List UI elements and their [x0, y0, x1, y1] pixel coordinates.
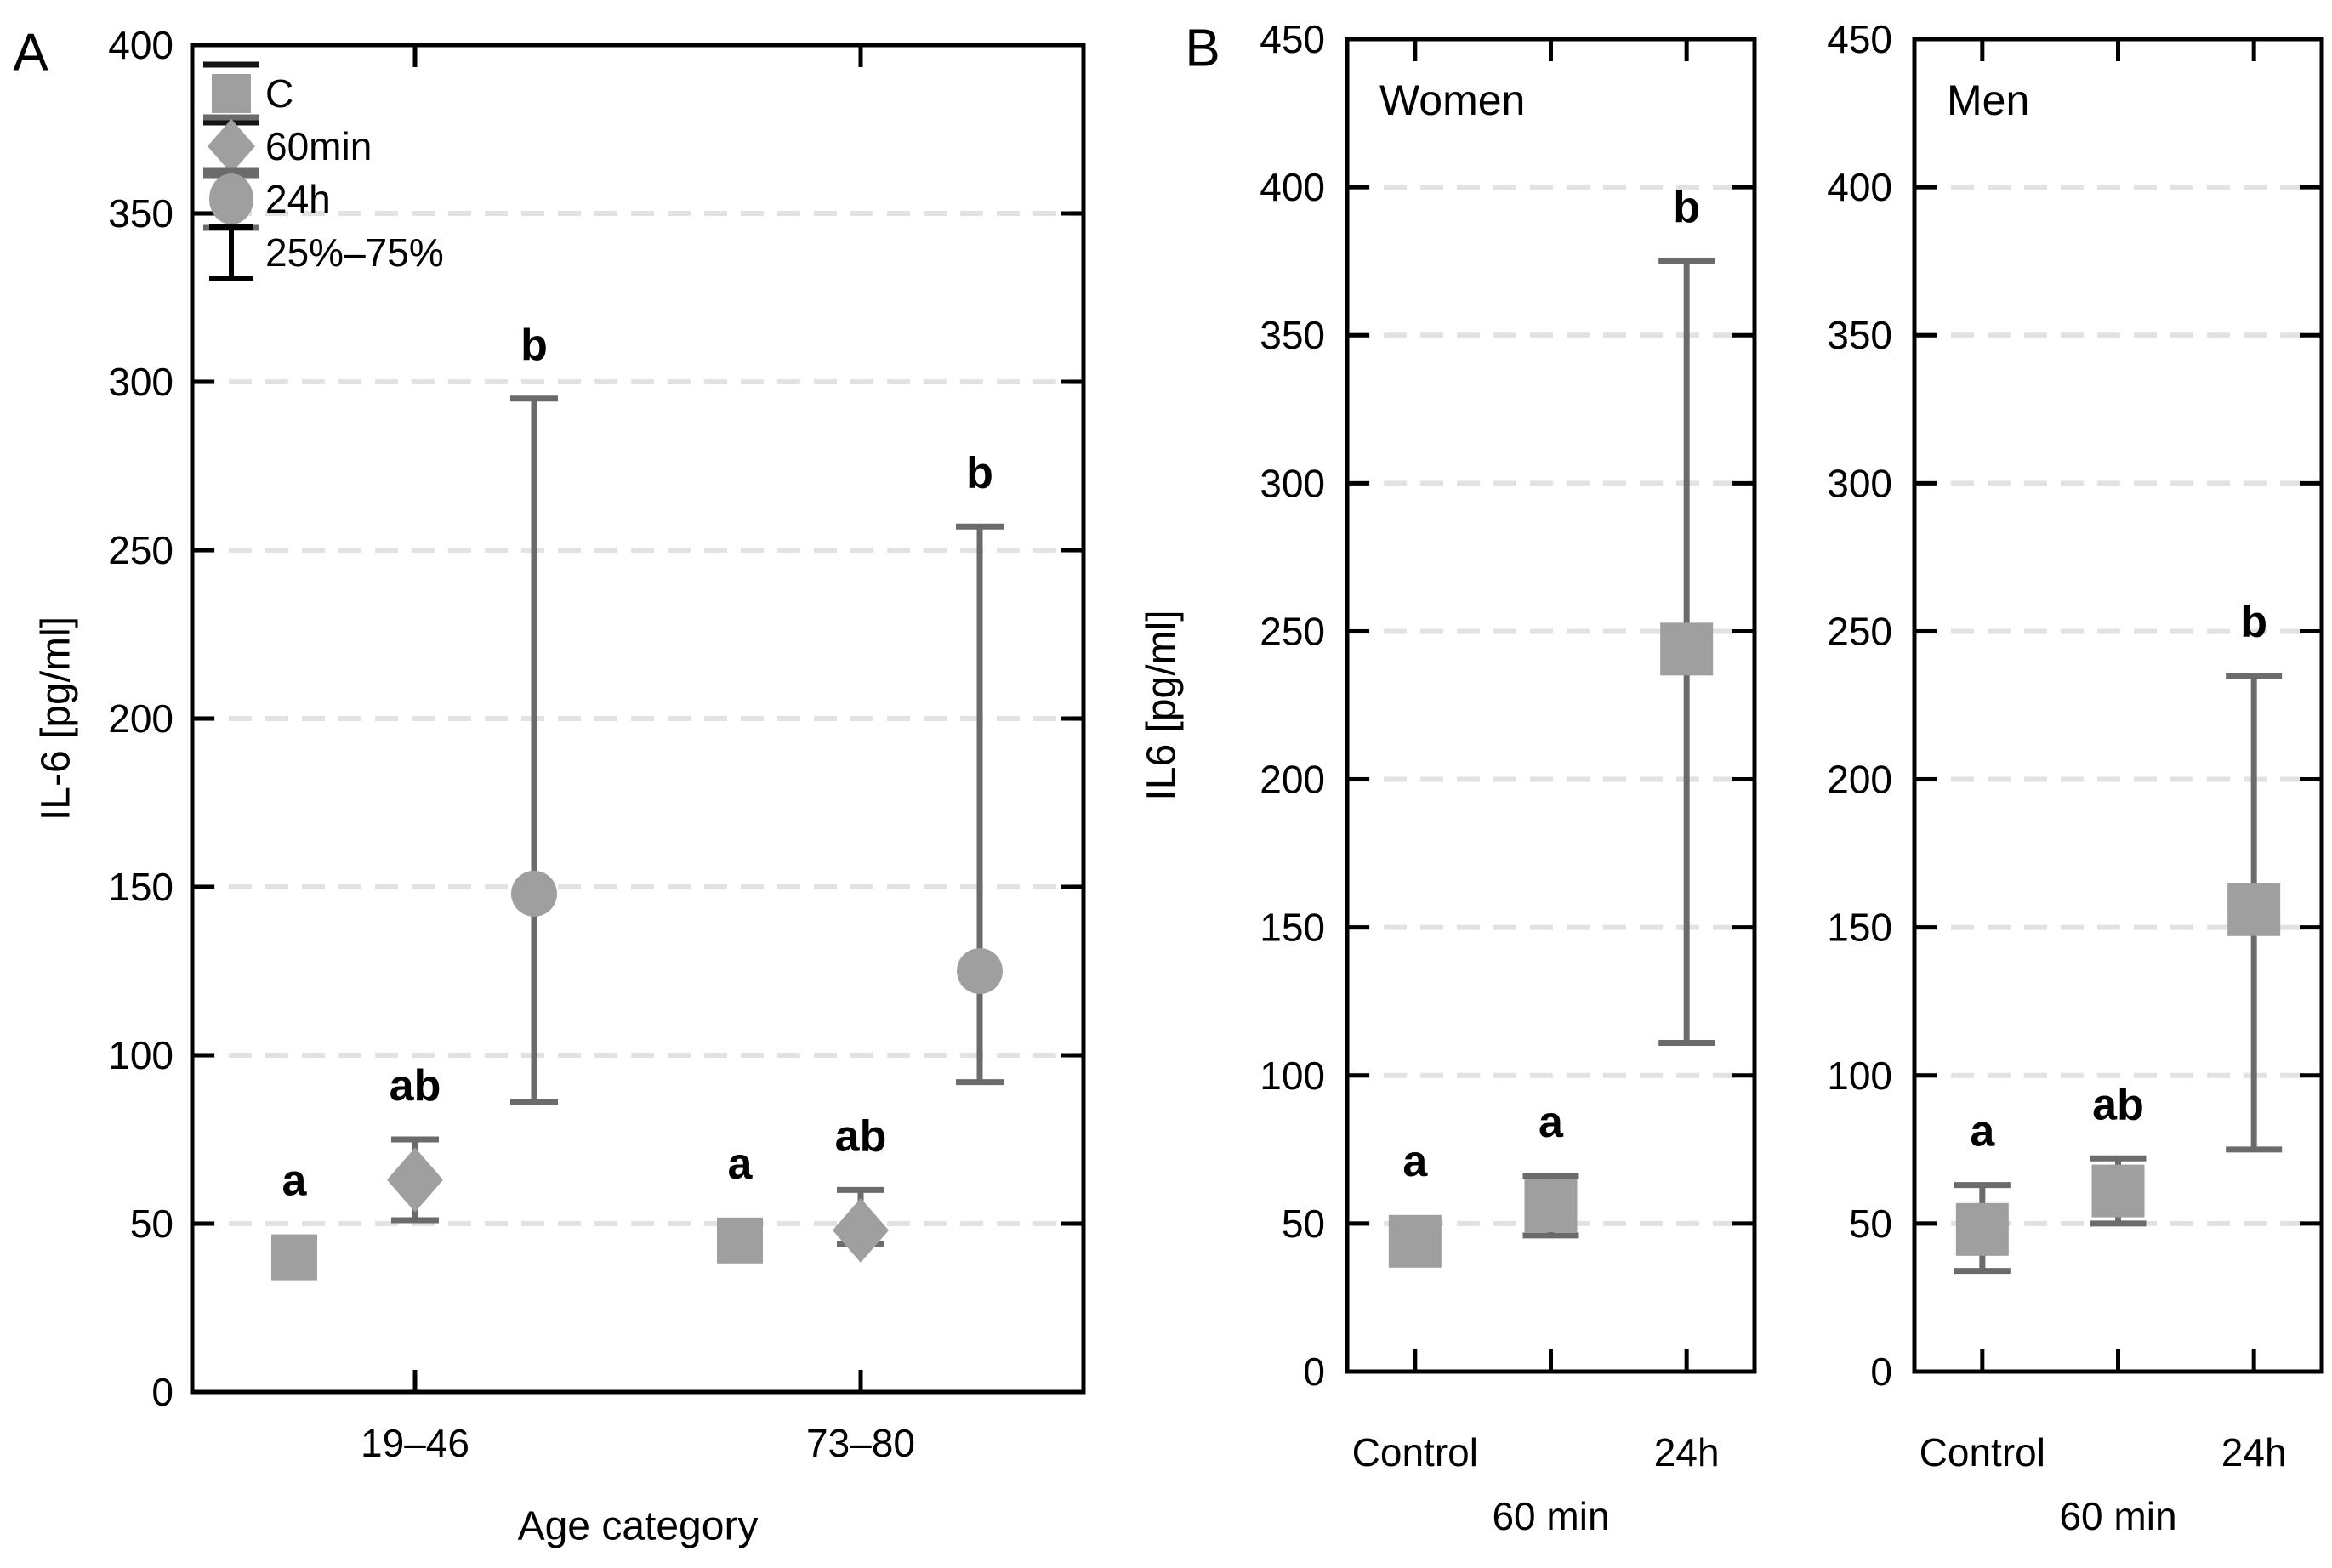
x-tick-label: 60 min: [1492, 1494, 1609, 1538]
marker-square: [1388, 1214, 1442, 1268]
marker-square: [1524, 1179, 1578, 1232]
x-axis-title: Age category: [518, 1504, 759, 1549]
y-tick-label: 50: [1849, 1202, 1892, 1246]
y-tick-label: 150: [1260, 906, 1325, 950]
y-tick-label: 350: [108, 191, 173, 236]
significance-label: ab: [390, 1061, 441, 1111]
significance-label: ab: [835, 1111, 887, 1161]
y-tick-label: 300: [1260, 461, 1325, 505]
y-tick-label: 300: [1827, 461, 1892, 505]
marker-square: [2091, 1164, 2145, 1218]
marker-square: [1660, 622, 1714, 676]
marker-square: [271, 1234, 317, 1281]
legend-marker-diamond: [208, 119, 255, 173]
y-tick-label: 100: [1260, 1054, 1325, 1098]
y-axis-title-b: IL6 [pg/ml]: [1140, 610, 1185, 800]
x-tick-label: 24h: [1654, 1430, 1720, 1474]
y-tick-label: 0: [151, 1370, 173, 1414]
marker-diamond: [833, 1197, 889, 1263]
y-tick-label: 50: [1282, 1202, 1325, 1246]
y-tick-label: 50: [130, 1202, 173, 1246]
legend-label: 24h: [265, 177, 331, 221]
legend-label: C: [265, 71, 293, 116]
y-tick-label: 150: [108, 865, 173, 909]
y-tick-label: 400: [1827, 165, 1892, 209]
subplot-title: Men: [1947, 77, 2029, 124]
y-tick-label: 300: [108, 360, 173, 404]
y-tick-label: 250: [1260, 609, 1325, 653]
x-tick-label: 60 min: [2059, 1494, 2176, 1538]
y-tick-label: 200: [1260, 758, 1325, 802]
y-tick-label: 400: [1260, 165, 1325, 209]
panel-letter-a: A: [13, 24, 48, 82]
significance-label: a: [728, 1139, 754, 1189]
y-tick-label: 450: [1260, 17, 1325, 61]
significance-label: b: [520, 321, 548, 370]
y-tick-label: 0: [1303, 1349, 1325, 1394]
significance-label: a: [282, 1156, 308, 1206]
x-tick-label: 19–46: [361, 1421, 469, 1465]
x-tick-label: 24h: [2221, 1430, 2287, 1474]
legend-label: 25%–75%: [265, 230, 444, 275]
marker-square: [1955, 1202, 2009, 1256]
x-tick-label: Control: [1352, 1430, 1478, 1474]
y-tick-label: 150: [1827, 906, 1892, 950]
y-tick-label: 350: [1827, 313, 1892, 357]
y-tick-label: 200: [108, 696, 173, 741]
marker-diamond: [387, 1147, 443, 1213]
significance-label: a: [1539, 1098, 1564, 1147]
y-tick-label: 250: [108, 528, 173, 572]
panel-letter-b: B: [1185, 20, 1220, 78]
legend-marker-circle: [209, 173, 253, 224]
significance-label: ab: [2092, 1080, 2144, 1129]
marker-circle: [511, 870, 557, 917]
marker-square: [717, 1217, 763, 1264]
y-tick-label: 100: [108, 1033, 173, 1077]
y-tick-label: 100: [1827, 1054, 1892, 1098]
y-tick-label: 200: [1827, 758, 1892, 802]
significance-label: a: [1970, 1107, 1995, 1156]
subplot-title: Women: [1379, 77, 1525, 124]
x-tick-label: Control: [1920, 1430, 2045, 1474]
y-tick-label: 250: [1827, 609, 1892, 653]
x-tick-label: 73–80: [806, 1421, 915, 1465]
y-tick-label: 0: [1870, 1349, 1892, 1394]
y-axis-title: IL-6 [pg/ml]: [34, 616, 79, 821]
y-tick-label: 350: [1260, 313, 1325, 357]
legend-label: 60min: [265, 124, 372, 168]
legend-marker-square: [212, 74, 251, 113]
significance-label: b: [1673, 183, 1700, 232]
marker-square: [2227, 883, 2281, 936]
y-tick-label: 400: [108, 23, 173, 67]
significance-label: a: [1402, 1137, 1428, 1186]
y-tick-label: 450: [1827, 17, 1892, 61]
significance-label: b: [966, 448, 993, 497]
significance-label: b: [2240, 598, 2267, 647]
marker-circle: [957, 948, 1003, 994]
